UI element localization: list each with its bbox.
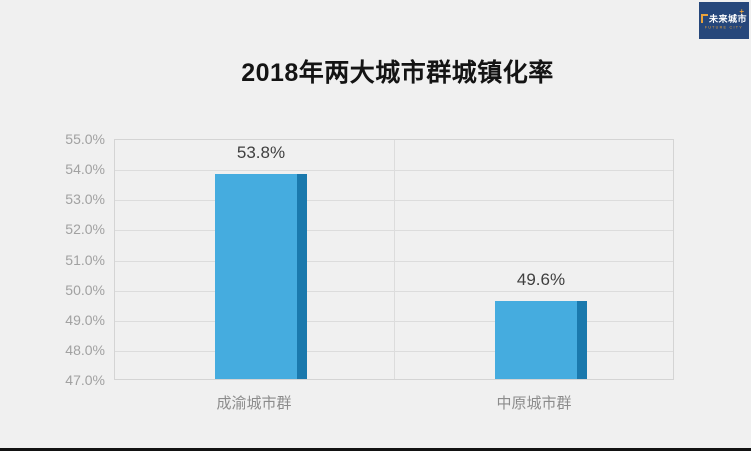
logo-text: 未来城市 [708, 14, 747, 24]
bottom-border [0, 448, 751, 451]
y-tick-label: 49.0% [65, 312, 105, 328]
x-category-label: 中原城市群 [496, 395, 572, 412]
bar-shadow-edge [297, 174, 307, 379]
bar-shadow-edge [577, 301, 587, 379]
bar-成渝城市群 [215, 174, 307, 379]
bar-value-label: 49.6% [516, 270, 566, 289]
y-tick-label: 52.0% [65, 221, 105, 237]
x-axis: 成渝城市群 中原城市群 [114, 392, 674, 414]
y-tick-label: 55.0% [65, 131, 105, 147]
category-divider-gridline [394, 140, 395, 379]
logo-subtext: FUTURE CITY [704, 26, 744, 30]
y-tick-label: 48.0% [65, 342, 105, 358]
x-category-label: 成渝城市群 [216, 395, 292, 412]
future-city-logo: 未来城市 + FUTURE CITY [699, 2, 749, 39]
chart-title: 2018年两大城市群城镇化率 [241, 59, 554, 87]
y-axis: 55.0% 54.0% 53.0% 52.0% 51.0% 50.0% 49.0% 48.0%… [0, 131, 105, 388]
y-tick-label: 51.0% [65, 252, 105, 268]
y-tick-label: 54.0% [65, 161, 105, 177]
y-tick-label: 47.0% [65, 372, 105, 388]
plot-area: 53.8% 49.6% [114, 139, 674, 380]
bar-value-label: 53.8% [236, 143, 286, 162]
y-tick-label: 53.0% [65, 191, 105, 207]
logo-row: 未来城市 + [700, 7, 747, 25]
bar-中原城市群 [495, 301, 587, 379]
logo-bracket-icon [700, 14, 708, 23]
logo-plus-icon: + [739, 7, 744, 16]
y-tick-label: 50.0% [65, 282, 105, 298]
